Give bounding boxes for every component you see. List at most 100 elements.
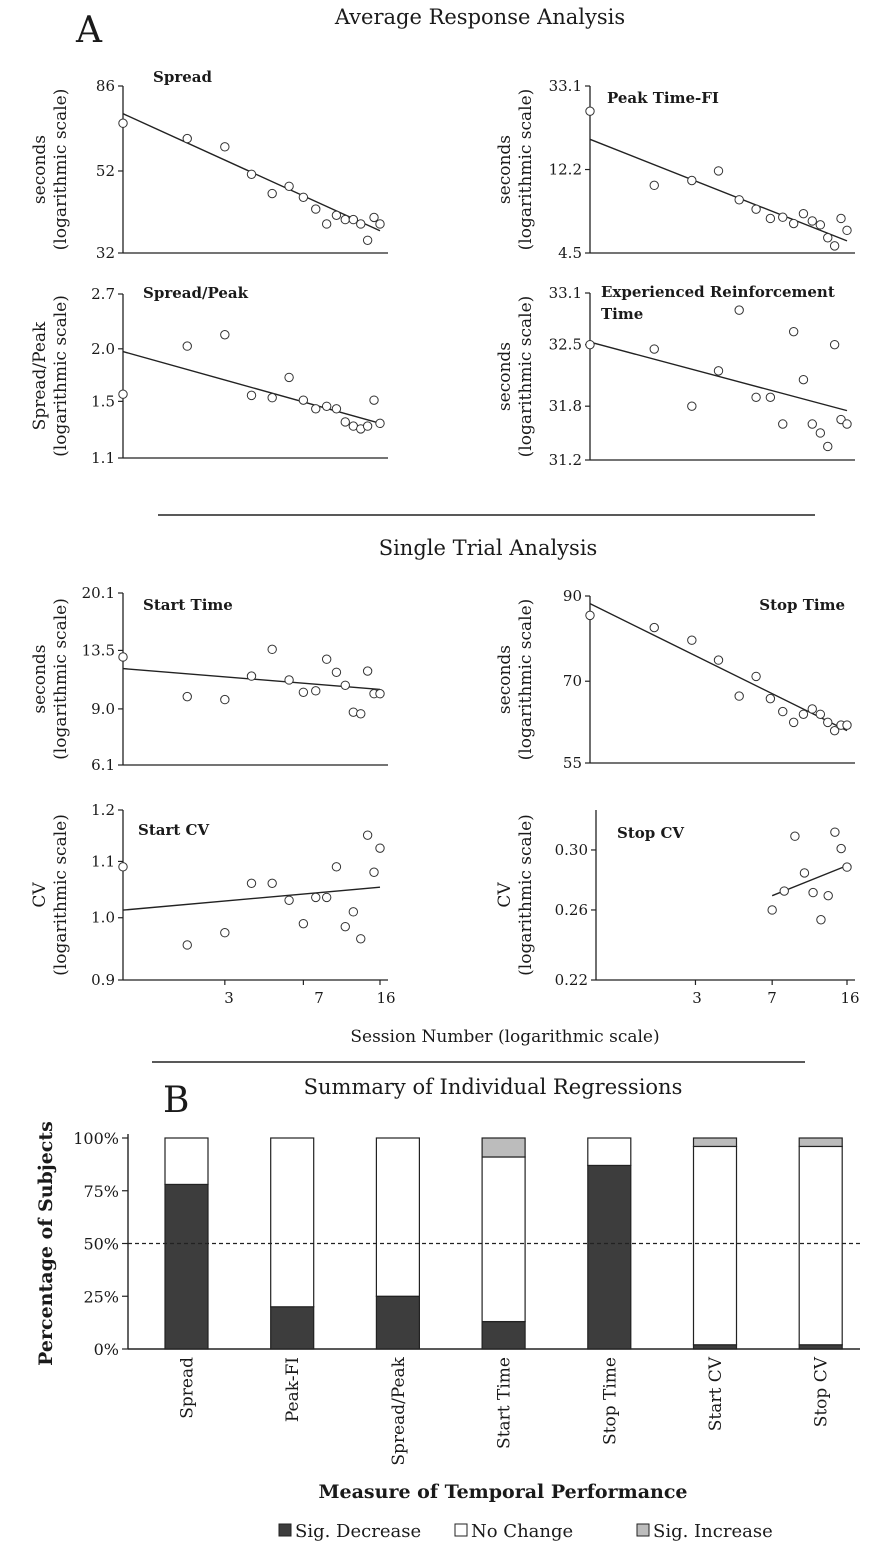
- data-point: [356, 934, 366, 944]
- y-axis-label: (logarithmic scale): [516, 89, 536, 251]
- data-point: [220, 330, 230, 340]
- bar-segment: [481, 1137, 526, 1158]
- data-point: [311, 892, 321, 903]
- panel-b-label: B: [163, 1080, 189, 1121]
- data-point: [298, 192, 309, 202]
- data-point: [362, 235, 373, 245]
- data-point: [331, 404, 342, 414]
- scatter-panel: 0.30 0.26 0.22 CV (logarithmic scale) Stop CV: [495, 810, 855, 989]
- category-label: Start Time: [495, 1357, 515, 1449]
- panel-title: Stop Time: [759, 596, 845, 614]
- data-point: [331, 210, 342, 221]
- data-point: [375, 219, 385, 229]
- y-axis-label: (logarithmic scale): [51, 89, 71, 251]
- data-point: [118, 652, 128, 662]
- session-tick-label: 16: [840, 989, 859, 1007]
- panel-title: Peak Time-FI: [607, 89, 719, 107]
- data-point: [751, 392, 761, 403]
- data-point: [713, 166, 724, 176]
- y-tick-label: 12.2: [549, 161, 582, 179]
- data-point: [778, 212, 788, 222]
- y-tick-label: 100%: [73, 1129, 119, 1148]
- panel-title: Experienced Reinforcement: [601, 283, 835, 301]
- y-axis-label: CV: [30, 882, 50, 908]
- data-point: [815, 220, 826, 230]
- y-tick-label: 33.1: [549, 77, 582, 95]
- data-point: [836, 213, 846, 224]
- y-tick-label: 50%: [83, 1235, 119, 1254]
- data-point: [823, 441, 833, 452]
- data-point: [362, 421, 373, 431]
- data-point: [298, 918, 309, 929]
- section-title-single: Single Trial Analysis: [379, 536, 598, 560]
- data-point: [369, 212, 379, 223]
- data-point: [321, 401, 332, 411]
- data-point: [369, 867, 379, 877]
- bar-segment: [692, 1145, 738, 1346]
- bar-segment: [270, 1137, 315, 1308]
- legend-label: Sig. Decrease: [295, 1521, 421, 1542]
- y-tick-label: 0.9: [91, 971, 115, 989]
- data-point: [798, 709, 809, 719]
- scatter-panel: 33.1 32.5 31.8 31.2 seconds (logarithmic scal…: [495, 283, 855, 469]
- bar-segment: [481, 1320, 526, 1350]
- data-point: [842, 720, 852, 730]
- y-axis-label: (logarithmic scale): [51, 598, 71, 760]
- category-label: Peak-FI: [283, 1357, 303, 1422]
- data-point: [778, 706, 788, 717]
- data-point: [362, 830, 373, 840]
- y-tick-label: 31.8: [549, 397, 582, 415]
- data-point: [362, 666, 373, 676]
- y-tick-label: 9.0: [91, 700, 115, 718]
- scatter-panel: 33.1 12.2 4.5 seconds (logarithmic scale) Pea…: [495, 77, 855, 262]
- data-point: [808, 887, 818, 898]
- y-tick-label: 86: [96, 77, 115, 95]
- y-tick-label: 1.0: [91, 909, 115, 927]
- data-point: [321, 219, 332, 229]
- data-point: [348, 907, 359, 917]
- y-tick-label: 2.0: [91, 340, 115, 358]
- data-point: [298, 395, 309, 405]
- scatter-panel: 86 52 32 seconds (logarithmic scale) Spread: [30, 68, 388, 262]
- panel-title: Start Time: [143, 596, 233, 614]
- data-point: [687, 401, 697, 411]
- data-point: [375, 689, 385, 699]
- y-tick-label: 6.1: [91, 756, 115, 774]
- data-point: [311, 204, 321, 214]
- data-point: [311, 686, 321, 696]
- data-point: [585, 610, 595, 621]
- category-label: Spread: [178, 1357, 198, 1419]
- legend-label: Sig. Increase: [653, 1521, 773, 1542]
- data-point: [284, 372, 294, 383]
- data-point: [321, 654, 332, 664]
- data-point: [751, 671, 761, 682]
- category-label: Stop Time: [600, 1357, 620, 1445]
- data-point: [340, 214, 350, 225]
- regression-line: [589, 341, 848, 412]
- data-point: [807, 704, 817, 714]
- data-point: [311, 404, 321, 414]
- y-axis-label: (logarithmic scale): [516, 599, 536, 761]
- y-tick-label: 31.2: [549, 451, 582, 469]
- data-point: [823, 717, 833, 728]
- category-label: Start CV: [706, 1356, 726, 1431]
- category-label: Spread/Peak: [389, 1356, 409, 1465]
- data-point: [713, 655, 724, 665]
- y-tick-label: 1.2: [91, 801, 115, 819]
- data-point: [118, 862, 128, 872]
- session-tick-label: 7: [767, 989, 777, 1007]
- session-tick-labels: 3 7 16 3 7 16: [224, 989, 859, 1007]
- y-tick-label: 32: [96, 244, 115, 262]
- data-point: [788, 326, 799, 337]
- y-axis-label: seconds: [495, 135, 515, 204]
- y-axis-label: CV: [495, 882, 515, 908]
- y-axis-label: seconds: [30, 135, 50, 204]
- legend-swatch: [278, 1523, 292, 1537]
- bar-segment: [798, 1344, 843, 1350]
- y-tick-label: 90: [563, 587, 582, 605]
- y-tick-label: 52: [96, 162, 115, 180]
- panel-title: Spread/Peak: [143, 284, 249, 302]
- bar-segment: [375, 1137, 420, 1297]
- scatter-panel: 1.2 1.1 1.0 0.9 CV (logarithmic scale) Start C…: [30, 801, 388, 989]
